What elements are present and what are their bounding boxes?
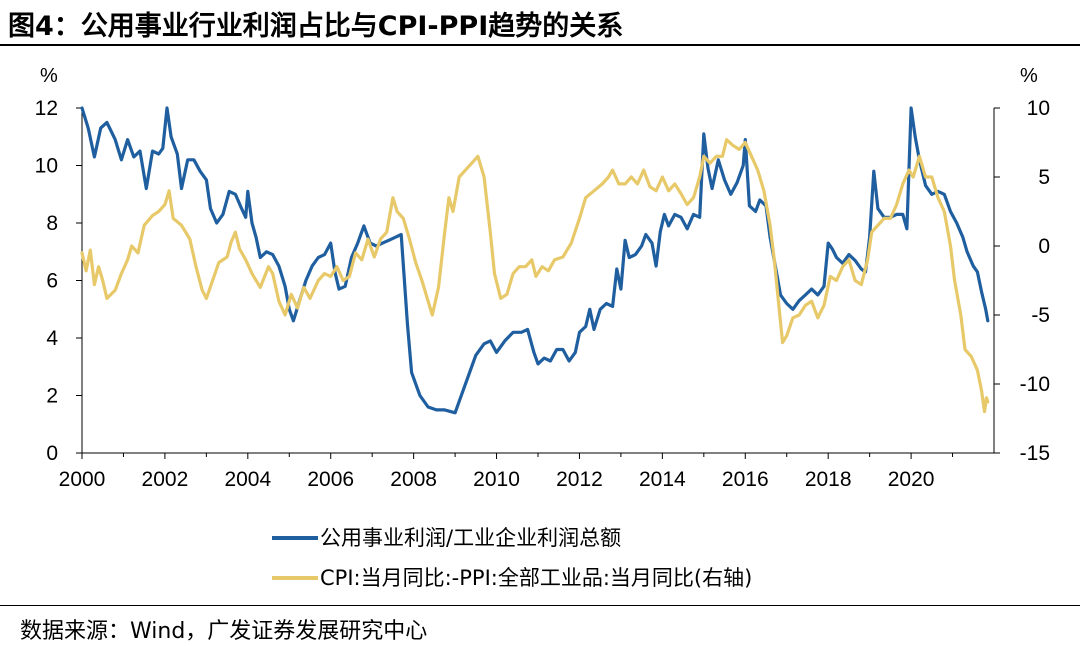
legend-label-utility-profit: 公用事业利润/工业企业利润总额: [320, 526, 621, 550]
x-tick-label: 2006: [307, 468, 354, 491]
legend: 公用事业利润/工业企业利润总额 CPI:当月同比:-PPI:全部工业品:当月同比…: [272, 526, 752, 590]
x-tick-label: 2004: [224, 468, 271, 491]
left-tick-label: 6: [46, 270, 58, 293]
x-tick-label: 2010: [473, 468, 520, 491]
left-tick-label: 0: [46, 442, 58, 465]
right-tick-label: -15: [1020, 442, 1050, 465]
legend-label-cpi-ppi: CPI:当月同比:-PPI:全部工业品:当月同比(右轴): [320, 566, 752, 590]
x-tick-label: 2000: [59, 468, 106, 491]
axes-layer: % % 0 2 4 6 8 10 12 -15 -10 -5 0 5 10 2000 2002 2004 2006 2…: [35, 65, 1050, 491]
x-tick-label: 2012: [556, 468, 603, 491]
right-tick-label: 5: [1038, 166, 1050, 189]
left-tick-label: 10: [35, 155, 58, 178]
right-tick-label: 0: [1038, 235, 1050, 258]
left-tick-label: 4: [46, 327, 58, 350]
left-tick-label: 2: [46, 385, 58, 408]
x-tick-label: 2016: [722, 468, 769, 491]
series-line-utility-profit-share: [80, 106, 990, 415]
series-line-cpi-minus-ppi: [80, 138, 990, 414]
right-tick-label: -5: [1031, 304, 1050, 327]
source-rule: [0, 605, 1080, 606]
chart-title: 图4：公用事业行业利润占比与CPI-PPI趋势的关系: [8, 11, 624, 42]
title-rule: [0, 44, 1080, 46]
x-tick-label: 2018: [805, 468, 852, 491]
right-tick-label: -10: [1020, 373, 1050, 396]
right-unit-label: %: [1020, 65, 1038, 87]
x-tick-label: 2002: [142, 468, 189, 491]
x-tick-label: 2014: [639, 468, 686, 491]
left-tick-label: 12: [35, 97, 58, 120]
left-unit-label: %: [40, 65, 58, 87]
series-layer: [80, 106, 990, 415]
source-note: 数据来源：Wind，广发证券发展研究中心: [20, 619, 428, 644]
x-tick-label: 2020: [888, 468, 935, 491]
x-tick-label: 2008: [390, 468, 437, 491]
right-tick-label: 10: [1027, 97, 1050, 120]
left-tick-label: 8: [46, 212, 58, 235]
chart-svg: % % 0 2 4 6 8 10 12 -15 -10 -5 0 5 10 2000 2002 2004 2006 2…: [35, 65, 1050, 590]
